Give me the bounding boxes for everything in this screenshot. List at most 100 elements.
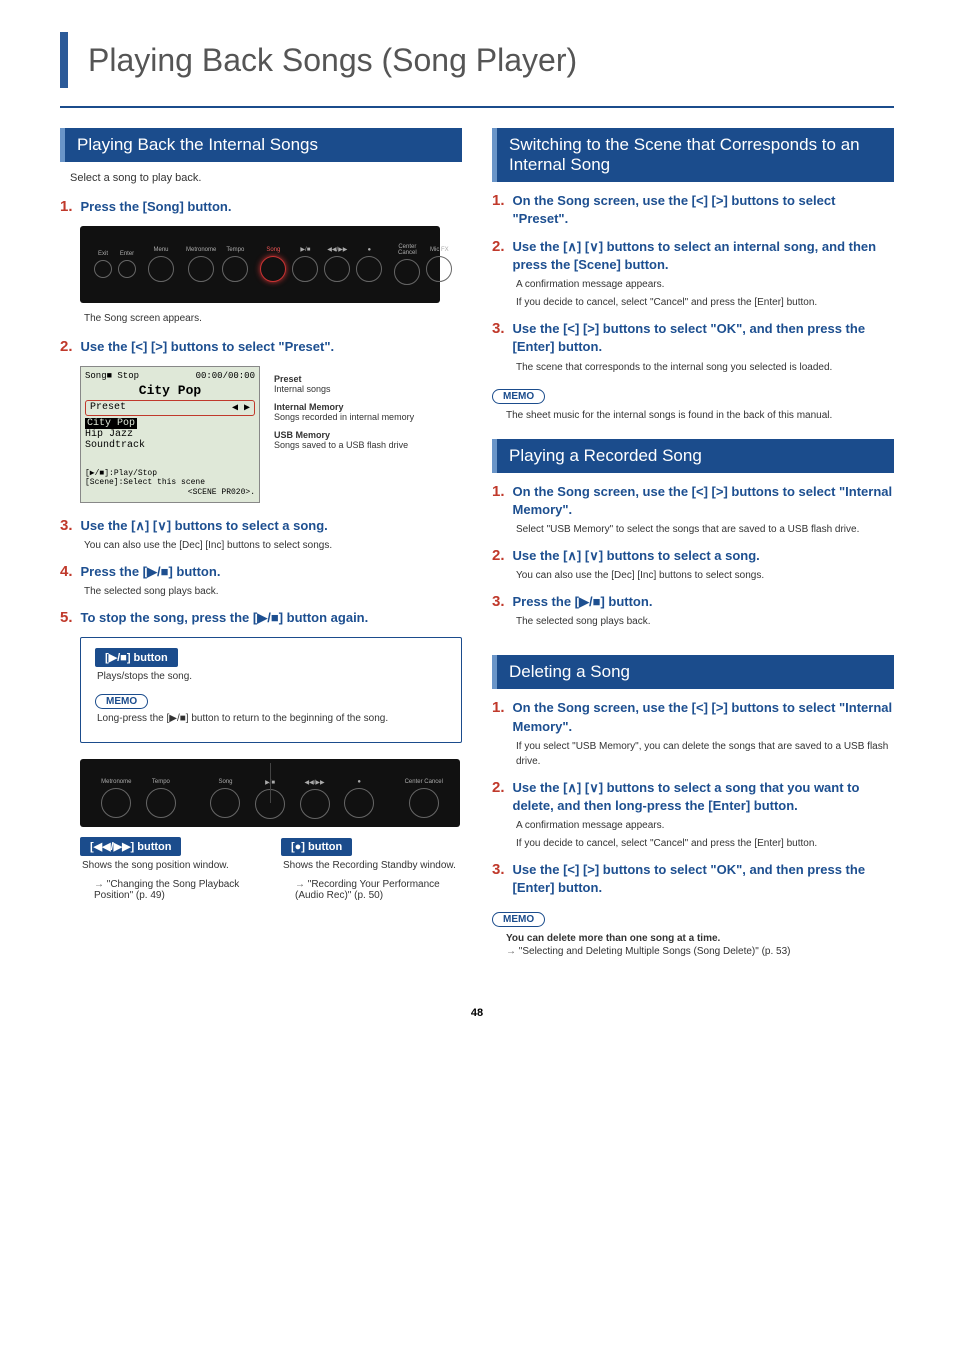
control-panel-graphic: Exit Enter Menu Metronome Tempo Song ▶/■… — [80, 226, 440, 303]
step-2: 2. Use the [<] [>] buttons to select "Pr… — [60, 338, 462, 356]
r3-step1: 1. On the Song screen, use the [<] [>] b… — [492, 699, 894, 768]
step-num: 2. — [492, 779, 505, 796]
lcd-preset-arrows: ◀ ▶ — [232, 402, 250, 414]
def-term: Preset — [274, 374, 414, 384]
lcd-preset-label: Preset — [90, 402, 126, 414]
step-sub: If you decide to cancel, select "Cancel"… — [516, 295, 894, 310]
r2-step1: 1. On the Song screen, use the [<] [>] b… — [492, 483, 894, 537]
memo-text: Long-press the [▶/■] button to return to… — [97, 713, 447, 724]
centercancel-button-icon — [394, 259, 420, 285]
step-sub: The selected song plays back. — [84, 584, 462, 599]
metronome-button-icon — [188, 256, 214, 282]
page-title: Playing Back Songs (Song Player) — [88, 42, 577, 79]
step-sub: The scene that corresponds to the intern… — [516, 360, 894, 375]
lcd-time: 00:00/00:00 — [196, 371, 255, 381]
step-text: On the Song screen, use the [<] [>] butt… — [513, 483, 894, 519]
step1-caption: The Song screen appears. — [84, 313, 462, 324]
memo-badge: MEMO — [95, 694, 148, 709]
step-num: 1. — [60, 198, 73, 215]
step-num: 2. — [492, 238, 505, 255]
record-info-desc: Shows the Recording Standby window. — [283, 860, 462, 871]
def-term: USB Memory — [274, 430, 414, 440]
step-sub: If you decide to cancel, select "Cancel"… — [516, 836, 894, 851]
lcd-row: Song■ Stop 00:00/00:00 City Pop Preset ◀… — [80, 366, 462, 503]
centercancel-button-icon — [409, 788, 439, 818]
step-sub: You can also use the [Dec] [Inc] buttons… — [516, 568, 894, 583]
step-4: 4. Press the [▶/■] button. The selected … — [60, 563, 462, 599]
lcd-hint: [Scene]:Select this scene — [85, 478, 255, 488]
step-num: 1. — [492, 699, 505, 716]
memo-ref: "Selecting and Deleting Multiple Songs (… — [506, 946, 894, 957]
def-term: Internal Memory — [274, 402, 414, 412]
intro-text: Select a song to play back. — [70, 172, 462, 184]
lcd-item: City Pop — [85, 418, 137, 429]
r1-step1: 1. On the Song screen, use the [<] [>] b… — [492, 192, 894, 228]
lcd-title: City Pop — [85, 383, 255, 398]
step-num: 5. — [60, 609, 73, 626]
memo-text: You can delete more than one song at a t… — [506, 931, 894, 946]
step-text: Use the [<] [>] buttons to select "OK", … — [513, 320, 894, 356]
step-num: 1. — [492, 192, 505, 209]
step-text: Use the [∧] [∨] buttons to select a song… — [513, 547, 760, 565]
title-accent — [60, 32, 68, 88]
seek-info-desc: Shows the song position window. — [82, 860, 261, 871]
song-button-icon — [260, 256, 286, 282]
tempo-button-icon — [146, 788, 176, 818]
micfx-button-icon — [426, 256, 452, 282]
step-text: Use the [∧] [∨] buttons to select an int… — [513, 238, 894, 274]
r2-step3: 3. Press the [▶/■] button. The selected … — [492, 593, 894, 629]
record-button-icon — [344, 788, 374, 818]
step-sub: A confirmation message appears. — [516, 277, 894, 292]
step-sub: The selected song plays back. — [516, 614, 894, 629]
step-num: 4. — [60, 563, 73, 580]
step-text: Use the [<] [>] buttons to select "OK", … — [513, 861, 894, 897]
enter-button-icon — [118, 260, 136, 278]
step-1: 1. Press the [Song] button. — [60, 198, 462, 216]
step-sub: A confirmation message appears. — [516, 818, 894, 833]
lcd-item: Soundtrack — [85, 440, 145, 451]
step-text: Use the [<] [>] buttons to select "Prese… — [81, 338, 335, 356]
step-text: Press the [▶/■] button. — [513, 593, 653, 611]
step-sub: If you select "USB Memory", you can dele… — [516, 739, 894, 769]
step-num: 2. — [60, 338, 73, 355]
step-sub: You can also use the [Dec] [Inc] buttons… — [84, 538, 462, 553]
side-definitions: Preset Internal songs Internal Memory So… — [274, 366, 414, 503]
left-column: Playing Back the Internal Songs Select a… — [60, 128, 462, 957]
step-num: 3. — [492, 861, 505, 878]
step-text: Press the [▶/■] button. — [81, 563, 221, 581]
step-text: On the Song screen, use the [<] [>] butt… — [513, 699, 894, 735]
exit-button-icon — [94, 260, 112, 278]
box-header: [▶/■] button — [95, 648, 178, 667]
playstop-button-icon — [292, 256, 318, 282]
def-desc: Songs saved to a USB flash drive — [274, 440, 414, 450]
step-num: 2. — [492, 547, 505, 564]
record-info-ref: "Recording Your Performance (Audio Rec)"… — [295, 879, 462, 901]
step-text: Use the [∧] [∨] buttons to select a song… — [81, 517, 328, 535]
menu-button-icon — [148, 256, 174, 282]
lcd-status: Song■ Stop — [85, 371, 139, 381]
def-desc: Songs recorded in internal memory — [274, 412, 414, 422]
r3-step3: 3. Use the [<] [>] buttons to select "OK… — [492, 861, 894, 897]
record-button-icon — [356, 256, 382, 282]
page-title-bar: Playing Back Songs (Song Player) — [60, 32, 894, 88]
metronome-button-icon — [101, 788, 131, 818]
r2-step2: 2. Use the [∧] [∨] buttons to select a s… — [492, 547, 894, 583]
step-text: Use the [∧] [∨] buttons to select a song… — [513, 779, 894, 815]
playstop-info-box: [▶/■] button Plays/stops the song. MEMO … — [80, 637, 462, 743]
step-num: 3. — [60, 517, 73, 534]
seek-button-icon — [300, 789, 330, 819]
manual-page: Playing Back Songs (Song Player) Playing… — [0, 0, 954, 1069]
section-header: Playing Back the Internal Songs — [60, 128, 462, 162]
step-sub: Select "USB Memory" to select the songs … — [516, 522, 894, 537]
lcd-screen: Song■ Stop 00:00/00:00 City Pop Preset ◀… — [80, 366, 260, 503]
r1-step3: 3. Use the [<] [>] buttons to select "OK… — [492, 320, 894, 374]
section-header: Switching to the Scene that Corresponds … — [492, 128, 894, 182]
section-header: Deleting a Song — [492, 655, 894, 689]
memo-text: The sheet music for the internal songs i… — [506, 408, 894, 423]
tempo-button-icon — [222, 256, 248, 282]
content-columns: Playing Back the Internal Songs Select a… — [60, 128, 894, 957]
right-column: Switching to the Scene that Corresponds … — [492, 128, 894, 957]
lcd-hint: [▶/■]:Play/Stop — [85, 469, 255, 479]
seek-info-ref: "Changing the Song Playback Position" (p… — [94, 879, 261, 901]
step-text: To stop the song, press the [▶/■] button… — [81, 609, 369, 627]
